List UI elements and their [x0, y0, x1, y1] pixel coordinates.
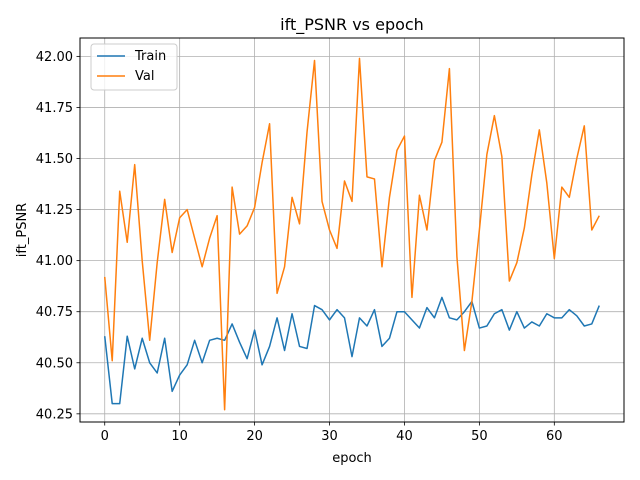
- x-tick-label: 0: [101, 429, 109, 444]
- series-group: [103, 57, 600, 411]
- y-tick-label: 42.00: [36, 50, 73, 65]
- y-tick-label: 40.50: [36, 356, 73, 371]
- legend-label-train: Train: [134, 49, 166, 64]
- y-axis-label: ift_PSNR: [15, 203, 30, 257]
- x-axis-label: epoch: [332, 451, 372, 466]
- x-tick-label: 40: [396, 429, 413, 444]
- chart-title: ift_PSNR vs epoch: [280, 15, 424, 35]
- x-tick-label: 50: [471, 429, 488, 444]
- y-tick-label: 40.75: [36, 305, 73, 320]
- y-tick-label: 41.75: [36, 101, 73, 116]
- legend-label-val: Val: [135, 69, 154, 84]
- series-line-val: [103, 57, 600, 411]
- x-tick-label: 10: [171, 429, 188, 444]
- plot-frame: [79, 37, 625, 423]
- y-tick-label: 41.50: [36, 152, 73, 167]
- y-tick-label: 41.25: [36, 203, 73, 218]
- x-tick-label: 30: [321, 429, 338, 444]
- y-axis-ticks: 40.25 40.50 40.75 41.00 41.25 41.50 41.75 42.00: [36, 50, 80, 422]
- y-tick-label: 41.00: [36, 254, 73, 269]
- x-tick-label: 60: [546, 429, 563, 444]
- x-axis-ticks: 0 10 20 30 40 50 60: [101, 422, 563, 444]
- x-tick-label: 20: [246, 429, 263, 444]
- series-line-train: [103, 296, 600, 405]
- legend: Train Val: [90, 43, 178, 91]
- y-tick-label: 40.25: [36, 407, 73, 422]
